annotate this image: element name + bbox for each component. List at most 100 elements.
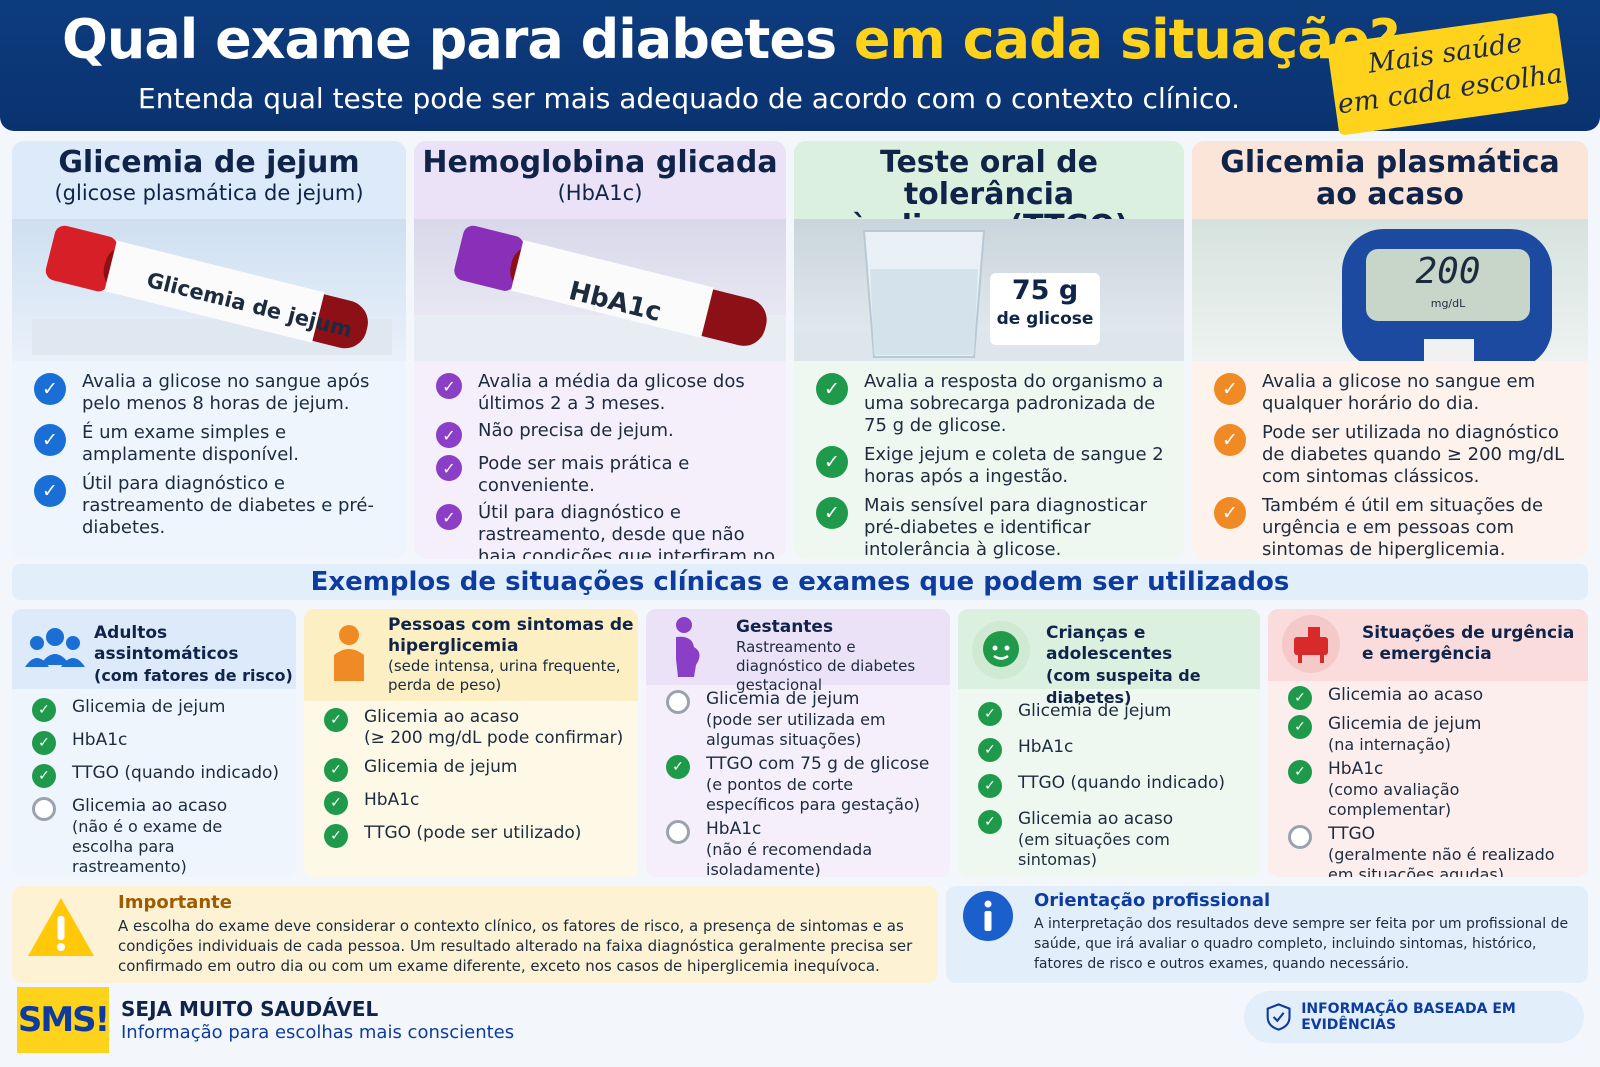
- list-item: ✓ Glicemia de jejum: [32, 697, 288, 722]
- glucose-label-text: de glicose: [996, 309, 1094, 329]
- situation-subtitle: (com suspeita de diabetes): [1046, 666, 1201, 707]
- check-icon: ✓: [34, 373, 66, 405]
- list-item: ✓ TTGO (quando indicado): [32, 763, 288, 788]
- card-title: Glicemia plasmática: [1220, 145, 1560, 180]
- blood-tube-image: Glicemia de jejum: [12, 219, 406, 361]
- situation-header: Crianças e adolescentes (com suspeita de …: [958, 609, 1260, 707]
- guidance-text: A interpretação dos resultados deve semp…: [1034, 916, 1569, 972]
- situation-subtitle: (com fatores de risco): [94, 666, 293, 685]
- meter-unit: mg/dL: [1430, 297, 1466, 310]
- list-item: Glicemia de jejum (pode ser utilizada em …: [666, 689, 942, 750]
- list-item: ✓ Também é útil em situações de urgência …: [1214, 495, 1578, 559]
- check-icon: ✓: [978, 738, 1002, 762]
- situation-subtitle: Rastreamento e diagnóstico de diabetes g…: [736, 638, 916, 694]
- empty-circle-icon: [666, 690, 690, 714]
- check-icon: ✓: [1288, 715, 1312, 739]
- situation-title: Adultos assintomáticos (com fatores de ri…: [94, 623, 293, 685]
- warning-icon: [28, 898, 94, 956]
- list-item: HbA1c (não é recomendada isoladamente): [666, 819, 942, 877]
- blood-tube-image: HbA1c: [414, 219, 786, 361]
- card-random-glucose: Glicemia plasmática ao acaso 200 mg/dL ✓…: [1192, 141, 1588, 559]
- check-icon: ✓: [324, 791, 348, 815]
- situation-children: Crianças e adolescentes (com suspeita de …: [958, 609, 1260, 877]
- brand-name: SEJA MUITO SAUDÁVEL: [121, 997, 379, 1021]
- card-ttgo: Teste oral de tolerância à glicose (TTGO…: [794, 141, 1184, 559]
- list-item: ✓ Glicemia ao acaso (≥ 200 mg/dL pode conf…: [324, 707, 630, 749]
- glucometer-image: 200 mg/dL: [1192, 219, 1588, 361]
- empty-circle-icon: [32, 797, 56, 821]
- situation-subtitle: (sede intensa, urina frequente, perda de…: [388, 657, 621, 694]
- list-item: ✓ HbA1c: [324, 790, 630, 815]
- list-item: ✓ Glicemia de jejum: [324, 757, 630, 782]
- card-header: Glicemia de jejum (glicose plasmática de…: [12, 141, 406, 219]
- situation-symptoms: Pessoas com sintomas de hiperglicemia (se…: [304, 609, 638, 877]
- check-icon: ✓: [1288, 760, 1312, 784]
- list-item: ✓ HbA1c: [978, 737, 1252, 762]
- situation-header: Situações de urgência e emergência: [1268, 609, 1588, 681]
- check-icon: ✓: [816, 497, 848, 529]
- list-item: ✓ HbA1c (como avaliação complementar): [1288, 759, 1580, 820]
- check-icon: ✓: [324, 708, 348, 732]
- check-icon: ✓: [32, 764, 56, 788]
- check-icon: ✓: [816, 446, 848, 478]
- list-item: ✓ TTGO (quando indicado): [978, 773, 1252, 798]
- card-list: ✓ Avalia a resposta do organismo a uma so…: [794, 361, 1184, 559]
- card-title: Teste oral de tolerância: [879, 145, 1098, 212]
- check-icon: ✓: [978, 774, 1002, 798]
- situation-title: Situações de urgência e emergência: [1362, 623, 1575, 664]
- child-icon: [972, 621, 1030, 679]
- situation-adults: Adultos assintomáticos (com fatores de ri…: [12, 609, 296, 877]
- list-item: ✓ TTGO com 75 g de glicose (e pontos de co…: [666, 754, 942, 815]
- ambulance-icon: [1282, 615, 1340, 673]
- situation-emergency: Situações de urgência e emergência ✓ Glic…: [1268, 609, 1588, 877]
- card-list: ✓ Avalia a média da glicose dos últimos 2…: [414, 361, 786, 559]
- check-icon: ✓: [436, 422, 462, 448]
- list-item: ✓ Avalia a glicose no sangue em qualquer …: [1214, 371, 1578, 415]
- important-text: A escolha do exame deve considerar o con…: [118, 917, 913, 975]
- list-item: ✓ Avalia a glicose no sangue após pelo me…: [34, 371, 396, 415]
- brand-logo: SMS!: [17, 987, 110, 1053]
- check-icon: ✓: [1288, 686, 1312, 710]
- pregnant-icon: [676, 617, 700, 677]
- glucometer-icon: [1342, 229, 1552, 361]
- glucose-glass-image: 75 g de glicose: [794, 219, 1184, 361]
- empty-circle-icon: [666, 820, 690, 844]
- situation-title: Pessoas com sintomas de hiperglicemia (se…: [388, 615, 634, 694]
- check-icon: ✓: [436, 455, 462, 481]
- check-icon: ✓: [1214, 373, 1246, 405]
- list-item: ✓ Exige jejum e coleta de sangue 2 horas …: [816, 444, 1174, 488]
- situation-list: Glicemia de jejum (pode ser utilizada em …: [646, 685, 950, 877]
- check-icon: ✓: [1214, 424, 1246, 456]
- check-icon: ✓: [32, 698, 56, 722]
- guidance-box: Orientação profissional A interpretação …: [946, 886, 1588, 983]
- situation-header: Gestantes Rastreamento e diagnóstico de d…: [646, 609, 950, 694]
- card-header: Glicemia plasmática ao acaso: [1192, 141, 1588, 219]
- card-title: Glicemia de jejum: [58, 145, 360, 180]
- situation-list: ✓ Glicemia de jejum ✓ HbA1c ✓ TTGO (quando …: [12, 689, 296, 877]
- card-header: Teste oral de tolerância à glicose (TTGO…: [794, 141, 1184, 243]
- title-highlight: em cada situação?: [853, 8, 1400, 71]
- card-subtitle: (HbA1c): [557, 181, 643, 205]
- card-list: ✓ Avalia a glicose no sangue após pelo me…: [12, 361, 406, 539]
- check-icon: ✓: [978, 702, 1002, 726]
- check-icon: ✓: [816, 373, 848, 405]
- list-item: ✓ Avalia a média da glicose dos últimos 2…: [436, 371, 776, 415]
- card-subtitle: (glicose plasmática de jejum): [54, 181, 364, 205]
- person-icon: [334, 625, 364, 681]
- page-title: Qual exame para diabetes em cada situaçã…: [62, 8, 1400, 71]
- list-item: ✓ Pode ser utilizada no diagnóstico de di…: [1214, 422, 1578, 488]
- situation-title: Gestantes Rastreamento e diagnóstico de d…: [736, 617, 936, 695]
- important-box: Importante A escolha do exame deve consi…: [12, 886, 938, 983]
- brand-tagline: Informação para escolhas mais consciente…: [121, 1022, 515, 1043]
- card-fasting-glucose: Glicemia de jejum (glicose plasmática de…: [12, 141, 406, 559]
- page-subtitle: Entenda qual teste pode ser mais adequad…: [138, 82, 1240, 115]
- list-item: ✓ Glicemia de jejum: [978, 701, 1252, 726]
- empty-circle-icon: [1288, 825, 1312, 849]
- situation-title: Crianças e adolescentes (com suspeita de …: [1046, 623, 1201, 707]
- check-icon: ✓: [324, 824, 348, 848]
- situation-list: ✓ Glicemia ao acaso (≥ 200 mg/dL pode conf…: [304, 701, 638, 848]
- title-main: Qual exame para diabetes: [62, 8, 854, 71]
- list-item: ✓ Glicemia ao acaso (em situações com sint…: [978, 809, 1252, 870]
- card-header: Hemoglobina glicada (HbA1c): [414, 141, 786, 219]
- check-icon: ✓: [324, 758, 348, 782]
